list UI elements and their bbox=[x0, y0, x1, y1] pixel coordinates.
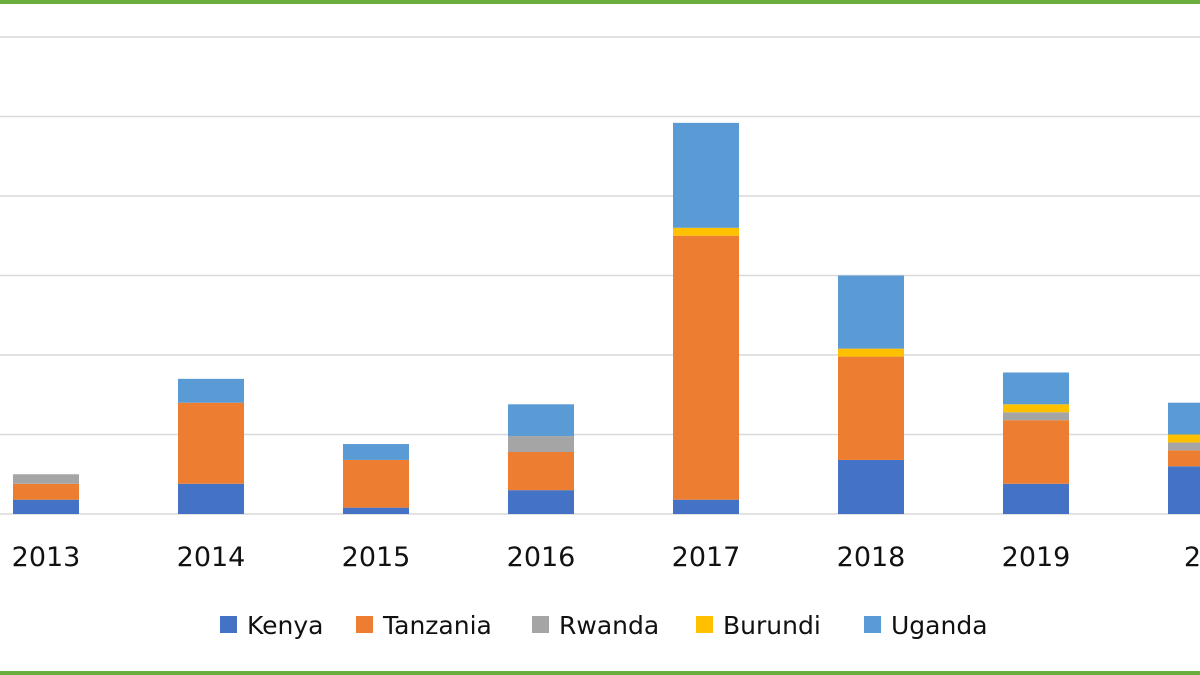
legend-label-rwanda: Rwanda bbox=[559, 611, 659, 640]
bar-tanzania-2017 bbox=[673, 235, 739, 500]
legend-swatch-uganda bbox=[864, 616, 881, 633]
bar-kenya-2015 bbox=[343, 507, 409, 514]
legend-swatch-burundi bbox=[696, 616, 713, 633]
bar-rwanda-2020 bbox=[1168, 442, 1200, 451]
bar-uganda-2020 bbox=[1168, 402, 1200, 435]
bar-tanzania-2019 bbox=[1003, 420, 1069, 484]
bar-burundi-2020 bbox=[1168, 434, 1200, 443]
x-tick-label-2013: 2013 bbox=[12, 542, 81, 573]
bar-kenya-2016 bbox=[508, 490, 574, 514]
legend-label-burundi: Burundi bbox=[723, 611, 821, 640]
bar-uganda-2017 bbox=[673, 122, 739, 228]
legend-swatch-tanzania bbox=[356, 616, 373, 633]
bar-tanzania-2015 bbox=[343, 459, 409, 508]
bar-uganda-2014 bbox=[178, 378, 244, 403]
bar-tanzania-2013 bbox=[13, 483, 79, 500]
legend: Kenya Tanzania Rwanda Burundi Uganda bbox=[220, 611, 988, 640]
bar-tanzania-2016 bbox=[508, 451, 574, 491]
bar-rwanda-2013 bbox=[13, 474, 79, 484]
bar-burundi-2017 bbox=[673, 227, 739, 236]
bar-rwanda-2019 bbox=[1003, 412, 1069, 421]
x-tick-label-2018: 2018 bbox=[837, 542, 906, 573]
x-tick-label-2015: 2015 bbox=[342, 542, 411, 573]
bar-uganda-2018 bbox=[838, 275, 904, 349]
legend-label-kenya: Kenya bbox=[247, 611, 324, 640]
gridlines bbox=[0, 36, 1200, 515]
bar-uganda-2016 bbox=[508, 404, 574, 437]
x-tick-label-2019: 2019 bbox=[1002, 542, 1071, 573]
bar-burundi-2018 bbox=[838, 348, 904, 357]
bar-tanzania-2014 bbox=[178, 402, 244, 484]
x-axis-labels: 2013 2014 2015 2016 2017 2018 2019 20 bbox=[12, 542, 1200, 573]
legend-label-uganda: Uganda bbox=[891, 611, 988, 640]
bottom-border bbox=[0, 671, 1200, 675]
x-tick-label-2016: 2016 bbox=[507, 542, 576, 573]
x-tick-label-2014: 2014 bbox=[177, 542, 246, 573]
legend-swatch-kenya bbox=[220, 616, 237, 633]
bar-burundi-2019 bbox=[1003, 404, 1069, 413]
bar-kenya-2013 bbox=[13, 499, 79, 514]
bars bbox=[13, 122, 1200, 514]
bar-rwanda-2016 bbox=[508, 436, 574, 452]
x-tick-label-2017: 2017 bbox=[672, 542, 741, 573]
bar-tanzania-2018 bbox=[838, 356, 904, 460]
top-border bbox=[0, 0, 1200, 4]
bar-kenya-2020 bbox=[1168, 466, 1200, 514]
bar-kenya-2017 bbox=[673, 499, 739, 514]
bar-uganda-2019 bbox=[1003, 372, 1069, 405]
legend-swatch-rwanda bbox=[532, 616, 549, 633]
bar-uganda-2015 bbox=[343, 444, 409, 460]
bar-kenya-2018 bbox=[838, 459, 904, 514]
bar-kenya-2014 bbox=[178, 483, 244, 514]
bar-tanzania-2020 bbox=[1168, 450, 1200, 467]
legend-label-tanzania: Tanzania bbox=[382, 611, 492, 640]
bar-kenya-2019 bbox=[1003, 483, 1069, 514]
x-tick-label-2020: 20 bbox=[1184, 542, 1200, 573]
